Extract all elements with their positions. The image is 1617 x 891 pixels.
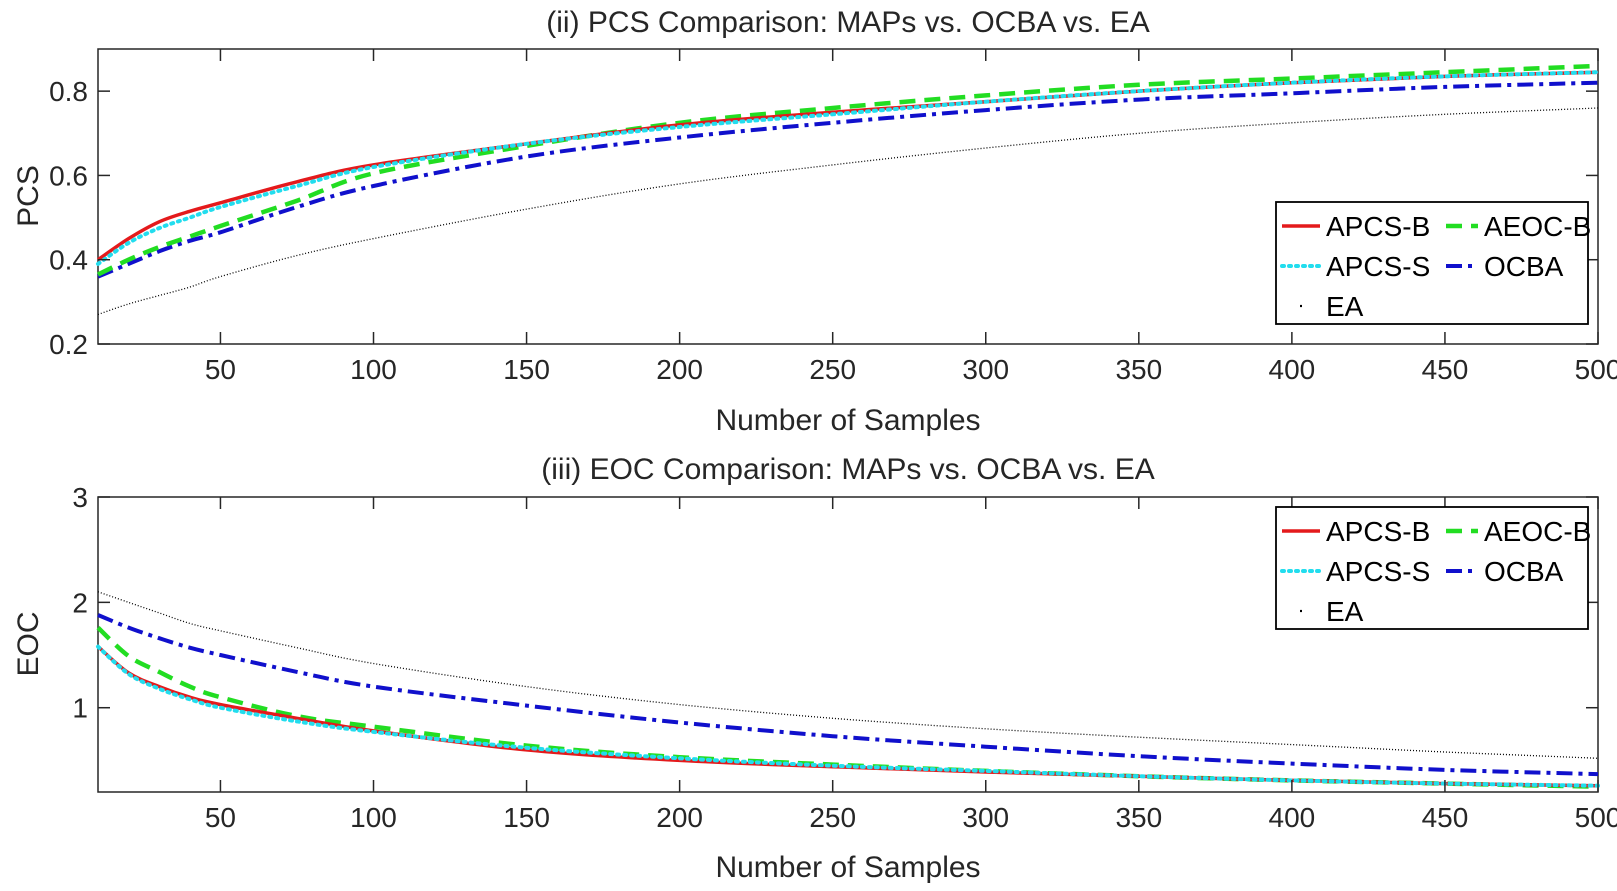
pcs-plot-area: 50 100 150 200 250 300 350 400 450 500 0.20.40.60… [49,48,1617,385]
pcs-x-tick-label: 450 [1422,354,1469,385]
pcs-y-axis-label: PCS [12,165,45,227]
pcs-x-tick-label: 150 [503,354,550,385]
eoc-plot-area: 50 100 150 200 250 300 350 400 450 500 1 2 3 APCS-B… [72,482,1617,833]
pcs-x-tick-label: 350 [1115,354,1162,385]
eoc-x-tick-label: 250 [809,802,856,833]
eoc-x-tick-label: 300 [962,802,1009,833]
pcs-x-axis: 50 100 150 200 250 300 350 400 450 500 [205,49,1617,385]
eoc-x-tick-label: 500 [1575,802,1617,833]
eoc-x-tick-label: 450 [1422,802,1469,833]
eoc-legend: APCS-B AEOC-B APCS-S OCBA EA [1275,506,1591,630]
pcs-legend-box [1275,201,1589,325]
pcs-legend-label-ocba: OCBA [1484,251,1564,282]
pcs-series-apcs-s [96,70,1600,266]
eoc-x-tick-label: 50 [205,802,236,833]
pcs-legend-label-apcs-s: APCS-S [1326,251,1430,282]
pcs-legend: APCS-B AEOC-B APCS-S OCBA EA [1275,201,1591,325]
pcs-x-tick-label: 200 [656,354,703,385]
pcs-y-axis: 0.2 0.4 0.6 0.8 [49,76,1598,360]
pcs-series-layer [96,63,1600,316]
pcs-y-tick-label: 0.2 [49,329,88,360]
eoc-chart-title: (iii) EOC Comparison: MAPs vs. OCBA vs. … [541,453,1154,486]
pcs-y-tick-label: 0.4 [49,245,88,276]
eoc-y-axis: 1 2 3 [72,482,1598,724]
pcs-series-ocba [97,80,1599,279]
pcs-legend-label-apcs-b: APCS-B [1326,211,1430,242]
pcs-legend-label-ea: EA [1326,291,1364,322]
pcs-x-tick-label: 250 [809,354,856,385]
eoc-x-axis: 50 100 150 200 250 300 350 400 450 500 [205,497,1617,833]
eoc-x-tick-label: 200 [656,802,703,833]
pcs-y-tick-label: 0.8 [49,76,88,107]
eoc-x-tick-label: 100 [350,802,397,833]
eoc-x-tick-label: 400 [1269,802,1316,833]
pcs-x-tick-label: 100 [350,354,397,385]
pcs-y-tick-label: 0.6 [49,160,88,191]
eoc-series-ocba [97,613,1599,777]
eoc-y-tick-label: 3 [72,482,88,513]
eoc-legend-box [1275,506,1589,630]
pcs-chart: (ii) PCS Comparison: MAPs vs. OCBA vs. E… [12,6,1617,437]
eoc-legend-label-ea: EA [1326,596,1364,627]
eoc-y-tick-label: 2 [72,587,88,618]
pcs-x-tick-label: 50 [205,354,236,385]
eoc-y-tick-label: 1 [72,693,88,724]
pcs-x-tick-label: 500 [1575,354,1617,385]
pcs-chart-title: (ii) PCS Comparison: MAPs vs. OCBA vs. E… [546,6,1149,39]
eoc-x-tick-label: 350 [1115,802,1162,833]
eoc-legend-label-aeoc-b: AEOC-B [1484,516,1591,547]
pcs-legend-label-aeoc-b: AEOC-B [1484,211,1591,242]
pcs-x-axis-label: Number of Samples [715,404,980,437]
eoc-x-tick-label: 150 [503,802,550,833]
pcs-x-tick-label: 400 [1269,354,1316,385]
eoc-chart: (iii) EOC Comparison: MAPs vs. OCBA vs. … [12,453,1617,884]
eoc-legend-label-ocba: OCBA [1484,556,1564,587]
eoc-legend-label-apcs-s: APCS-S [1326,556,1430,587]
pcs-x-tick-label: 300 [962,354,1009,385]
eoc-y-axis-label: EOC [12,611,45,676]
eoc-legend-label-apcs-b: APCS-B [1326,516,1430,547]
pcs-series-ea [97,107,1599,316]
eoc-x-axis-label: Number of Samples [715,851,980,884]
